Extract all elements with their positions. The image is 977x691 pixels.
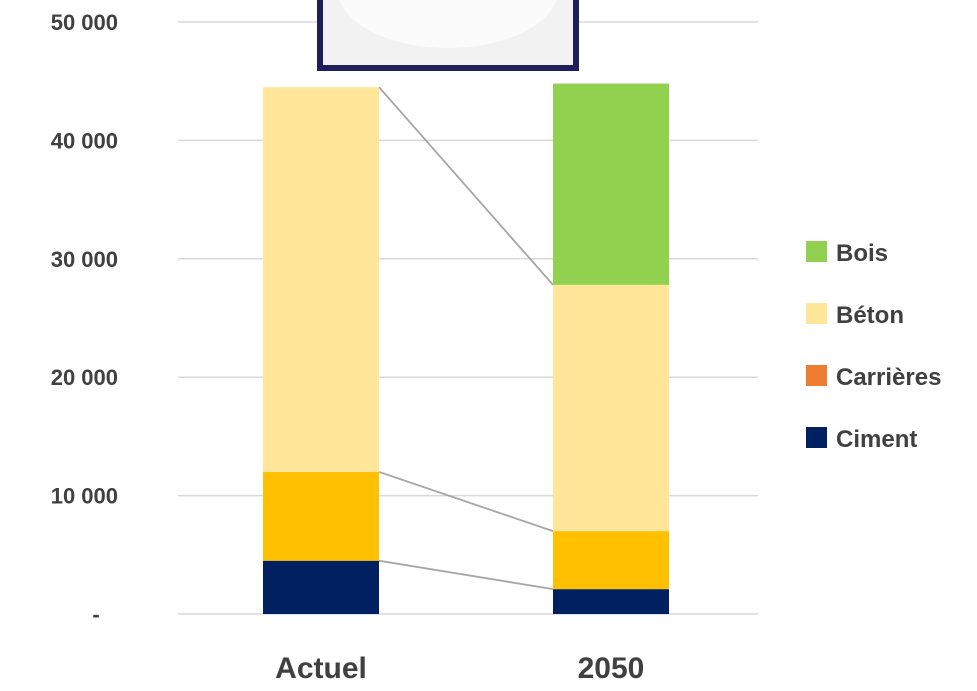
inset-callout-box bbox=[317, 0, 579, 71]
x-category-label: 2050 bbox=[578, 652, 645, 685]
bar-segment-ciment bbox=[263, 560, 379, 614]
legend-label: Carrières bbox=[836, 364, 941, 391]
bar-segment-carrières bbox=[263, 471, 379, 561]
legend: Bois Béton Carrières Ciment bbox=[806, 240, 941, 453]
y-tick-label: - bbox=[92, 602, 99, 627]
connector-line bbox=[378, 86, 554, 286]
legend-label: Bois bbox=[836, 240, 888, 267]
x-category-label: Actuel bbox=[275, 652, 367, 685]
connector-lines bbox=[378, 86, 554, 591]
y-tick-label: 10 000 bbox=[51, 484, 118, 509]
bar-segment-béton bbox=[553, 284, 669, 532]
legend-swatch-ciment bbox=[806, 427, 827, 448]
legend-swatch-carrières bbox=[806, 365, 827, 386]
bar-segment-carrières bbox=[553, 531, 669, 590]
x-axis-labels: Actuel 2050 bbox=[275, 652, 644, 685]
legend-swatch-bois bbox=[806, 241, 827, 262]
y-tick-label: 20 000 bbox=[51, 365, 118, 390]
y-axis-ticks: - 10 000 20 000 30 000 40 000 50 000 bbox=[51, 10, 118, 627]
legend-swatch-béton bbox=[806, 303, 827, 324]
bar-segment-béton bbox=[263, 87, 379, 472]
bar-segment-bois bbox=[553, 83, 669, 285]
bars bbox=[263, 83, 669, 614]
inset-shape bbox=[339, 0, 557, 48]
connector-line bbox=[378, 471, 554, 532]
y-tick-label: 30 000 bbox=[51, 247, 118, 272]
y-tick-label: 40 000 bbox=[51, 128, 118, 153]
legend-label: Ciment bbox=[836, 426, 917, 453]
connector-line bbox=[378, 559, 554, 591]
y-tick-label: 50 000 bbox=[51, 10, 118, 35]
bar-segment-ciment bbox=[553, 589, 669, 614]
legend-label: Béton bbox=[836, 302, 904, 329]
